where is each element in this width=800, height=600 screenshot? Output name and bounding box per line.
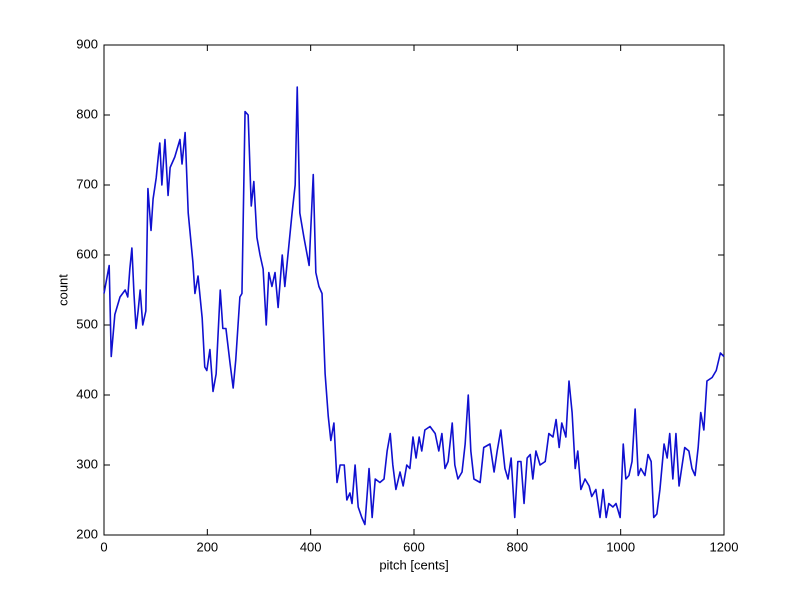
y-tick-label: 200 (76, 526, 98, 541)
x-axis-label: pitch [cents] (379, 557, 448, 572)
y-axis-label: count (55, 274, 70, 306)
x-tick-label: 600 (403, 539, 425, 554)
x-tick-label: 1200 (710, 539, 739, 554)
y-tick-label: 900 (76, 36, 98, 51)
y-tick-label: 300 (76, 456, 98, 471)
y-tick-label: 400 (76, 386, 98, 401)
x-tick-label: 200 (196, 539, 218, 554)
y-tick-label: 600 (76, 246, 98, 261)
data-line (103, 86, 725, 526)
x-tick-label: 1000 (606, 539, 635, 554)
y-tick-label: 700 (76, 176, 98, 191)
y-tick-label: 500 (76, 316, 98, 331)
y-tick-label: 800 (76, 106, 98, 121)
x-tick-label: 800 (506, 539, 528, 554)
x-tick-label: 0 (100, 539, 107, 554)
plot-area (103, 44, 725, 536)
x-tick-label: 400 (300, 539, 322, 554)
